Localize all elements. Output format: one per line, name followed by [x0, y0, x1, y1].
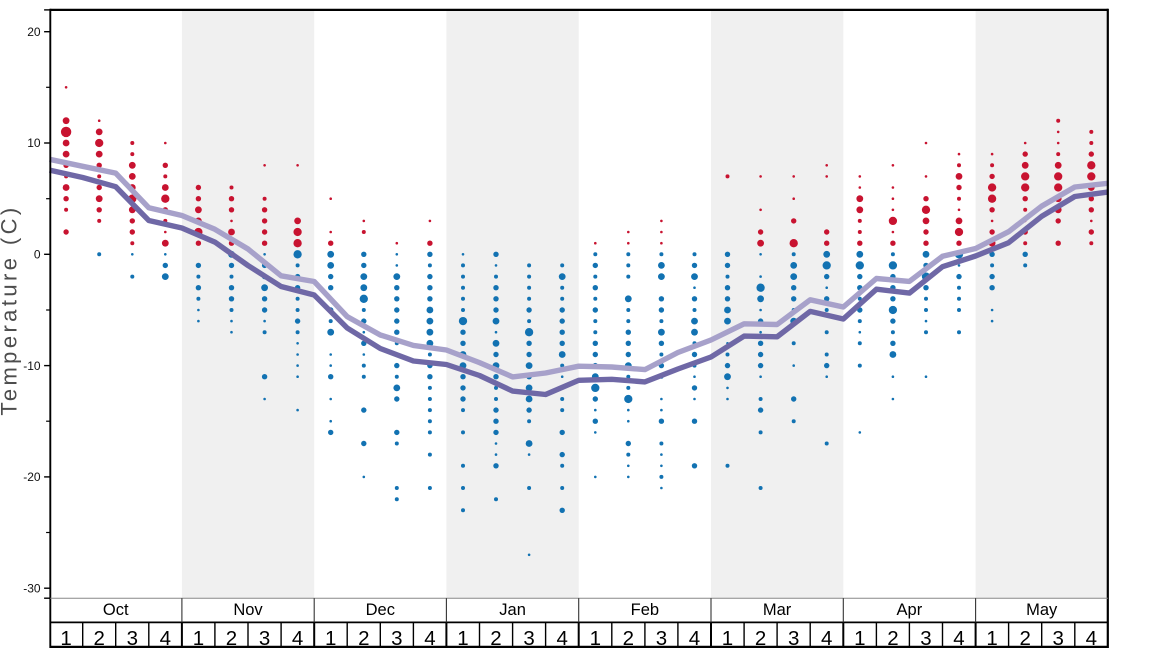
- svg-text:4: 4: [821, 627, 832, 648]
- svg-text:4: 4: [953, 627, 964, 648]
- svg-text:1: 1: [325, 627, 336, 648]
- svg-text:Temperature (C): Temperature (C): [0, 204, 22, 415]
- svg-text:2: 2: [1019, 627, 1030, 648]
- svg-text:3: 3: [788, 627, 799, 648]
- svg-text:3: 3: [920, 627, 931, 648]
- svg-text:1: 1: [854, 627, 865, 648]
- svg-text:20: 20: [27, 25, 41, 39]
- svg-text:1: 1: [590, 627, 601, 648]
- svg-text:2: 2: [887, 627, 898, 648]
- svg-text:4: 4: [556, 627, 567, 648]
- svg-text:1: 1: [60, 627, 71, 648]
- svg-text:May: May: [1026, 601, 1058, 619]
- svg-text:Feb: Feb: [631, 601, 659, 619]
- svg-text:2: 2: [623, 627, 634, 648]
- svg-text:1: 1: [457, 627, 468, 648]
- svg-text:3: 3: [127, 627, 138, 648]
- svg-text:2: 2: [358, 627, 369, 648]
- svg-text:Dec: Dec: [366, 601, 395, 619]
- svg-text:3: 3: [391, 627, 402, 648]
- svg-text:4: 4: [1086, 627, 1097, 648]
- svg-text:4: 4: [689, 627, 700, 648]
- svg-text:4: 4: [292, 627, 303, 648]
- svg-text:1: 1: [722, 627, 733, 648]
- svg-text:-20: -20: [23, 470, 41, 484]
- svg-text:0: 0: [34, 248, 41, 262]
- svg-text:3: 3: [259, 627, 270, 648]
- svg-text:-10: -10: [23, 359, 41, 373]
- svg-text:10: 10: [27, 136, 41, 150]
- svg-text:Oct: Oct: [103, 601, 129, 619]
- svg-text:1: 1: [193, 627, 204, 648]
- svg-text:Mar: Mar: [763, 601, 792, 619]
- svg-text:-30: -30: [23, 581, 41, 595]
- svg-text:2: 2: [490, 627, 501, 648]
- svg-text:3: 3: [656, 627, 667, 648]
- svg-text:4: 4: [160, 627, 171, 648]
- svg-text:Nov: Nov: [233, 601, 263, 619]
- svg-text:2: 2: [755, 627, 766, 648]
- svg-text:2: 2: [226, 627, 237, 648]
- svg-text:Apr: Apr: [897, 601, 923, 619]
- svg-text:Jan: Jan: [499, 601, 526, 619]
- svg-text:1: 1: [986, 627, 997, 648]
- svg-text:4: 4: [424, 627, 435, 648]
- svg-text:3: 3: [1052, 627, 1063, 648]
- svg-text:3: 3: [523, 627, 534, 648]
- svg-text:2: 2: [93, 627, 104, 648]
